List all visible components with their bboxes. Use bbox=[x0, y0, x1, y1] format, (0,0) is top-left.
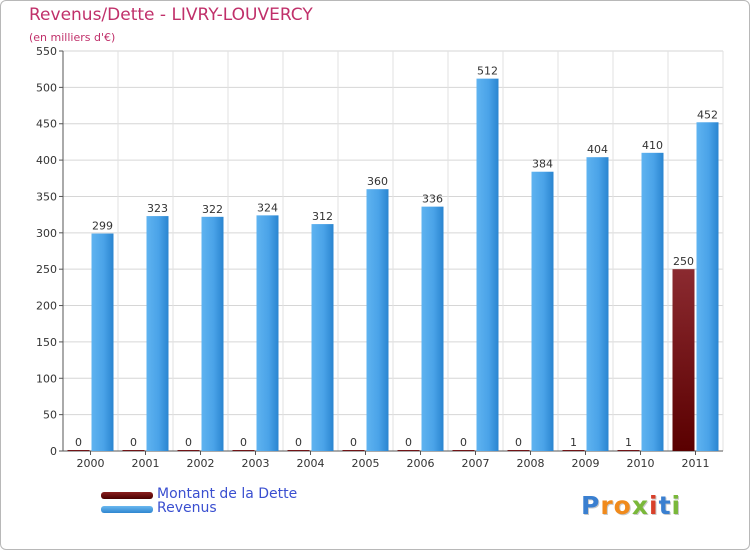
bar-debt bbox=[397, 450, 420, 451]
data-label-revenue: 336 bbox=[422, 193, 443, 206]
data-label-debt: 250 bbox=[673, 255, 694, 268]
x-tick-label: 2011 bbox=[682, 457, 710, 470]
data-label-revenue: 360 bbox=[367, 175, 388, 188]
bar-revenue bbox=[91, 233, 114, 451]
y-tick-label: 100 bbox=[36, 372, 57, 385]
y-tick-label: 0 bbox=[50, 445, 57, 458]
y-tick-label: 450 bbox=[36, 118, 57, 131]
bar-debt bbox=[67, 450, 90, 451]
legend-swatch-debt bbox=[101, 492, 153, 499]
y-tick-label: 400 bbox=[36, 154, 57, 167]
bar-revenue bbox=[256, 215, 279, 451]
x-tick-label: 2010 bbox=[627, 457, 655, 470]
legend-swatch-revenue bbox=[101, 506, 153, 513]
data-label-revenue: 452 bbox=[697, 108, 718, 121]
bar-revenue bbox=[201, 216, 224, 451]
y-tick-label: 350 bbox=[36, 190, 57, 203]
data-label-debt: 0 bbox=[130, 436, 137, 449]
data-label-revenue: 404 bbox=[587, 143, 608, 156]
chart-title: Revenus/Dette - LIVRY-LOUVERCY bbox=[29, 5, 313, 25]
bar-revenue bbox=[311, 224, 334, 451]
proxiti-logo: Proxiti bbox=[581, 491, 682, 520]
data-label-revenue: 322 bbox=[202, 203, 223, 216]
x-tick-label: 2000 bbox=[77, 457, 105, 470]
y-tick-label: 50 bbox=[43, 409, 57, 422]
x-tick-label: 2004 bbox=[297, 457, 325, 470]
bar-revenue bbox=[366, 189, 389, 451]
bar-debt bbox=[342, 450, 365, 451]
bar-debt bbox=[672, 269, 695, 451]
data-label-debt: 1 bbox=[570, 436, 577, 449]
bar-debt bbox=[287, 450, 310, 451]
chart-subtitle: (en milliers d'€) bbox=[29, 31, 116, 44]
bar-revenue bbox=[641, 152, 664, 451]
data-label-revenue: 323 bbox=[147, 202, 168, 215]
x-tick-label: 2005 bbox=[352, 457, 380, 470]
data-label-debt: 0 bbox=[75, 436, 82, 449]
bar-revenue bbox=[146, 216, 169, 451]
y-tick-label: 150 bbox=[36, 336, 57, 349]
data-label-debt: 0 bbox=[460, 436, 467, 449]
data-label-revenue: 324 bbox=[257, 201, 278, 214]
bar-revenue bbox=[696, 122, 719, 451]
data-label-debt: 0 bbox=[295, 436, 302, 449]
bar-debt bbox=[122, 450, 145, 451]
data-label-debt: 0 bbox=[405, 436, 412, 449]
y-tick-label: 550 bbox=[36, 45, 57, 58]
bar-debt bbox=[177, 450, 200, 451]
y-tick-label: 300 bbox=[36, 227, 57, 240]
bar-debt bbox=[507, 450, 530, 451]
bar-revenue bbox=[421, 206, 444, 451]
bar-debt bbox=[232, 450, 255, 451]
bar-revenue bbox=[476, 78, 499, 452]
data-label-revenue: 312 bbox=[312, 210, 333, 223]
bar-revenue bbox=[586, 157, 609, 451]
x-tick-label: 2002 bbox=[187, 457, 215, 470]
bar-debt bbox=[617, 450, 640, 451]
data-label-revenue: 299 bbox=[92, 220, 113, 233]
y-tick-label: 200 bbox=[36, 300, 57, 313]
bar-debt bbox=[452, 450, 475, 451]
x-tick-label: 2009 bbox=[572, 457, 600, 470]
data-label-revenue: 384 bbox=[532, 158, 553, 171]
y-tick-label: 500 bbox=[36, 81, 57, 94]
data-label-debt: 0 bbox=[240, 436, 247, 449]
x-tick-label: 2006 bbox=[407, 457, 435, 470]
y-tick-label: 250 bbox=[36, 263, 57, 276]
data-label-debt: 0 bbox=[515, 436, 522, 449]
data-label-debt: 0 bbox=[185, 436, 192, 449]
x-tick-label: 2007 bbox=[462, 457, 490, 470]
bar-revenue bbox=[531, 171, 554, 451]
data-label-revenue: 512 bbox=[477, 65, 498, 78]
data-label-debt: 1 bbox=[625, 436, 632, 449]
data-label-revenue: 410 bbox=[642, 139, 663, 152]
x-tick-label: 2008 bbox=[517, 457, 545, 470]
legend-label-debt: Montant de la Dette bbox=[157, 486, 298, 502]
x-tick-label: 2003 bbox=[242, 457, 270, 470]
bar-debt bbox=[562, 450, 585, 451]
data-label-debt: 0 bbox=[350, 436, 357, 449]
x-tick-label: 2001 bbox=[132, 457, 160, 470]
legend-label-revenue: Revenus bbox=[157, 500, 217, 516]
